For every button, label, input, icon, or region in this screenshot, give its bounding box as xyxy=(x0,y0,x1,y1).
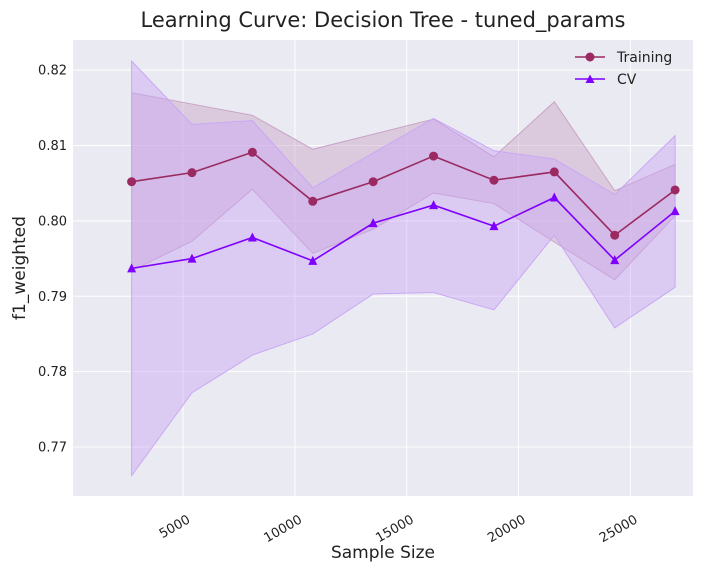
training-point xyxy=(429,151,439,161)
training-point xyxy=(670,185,680,195)
cv-point xyxy=(308,255,318,265)
cv-point xyxy=(247,232,257,242)
cv-point xyxy=(610,255,620,265)
cv-point xyxy=(549,192,559,202)
y-tick-label: 0.81 xyxy=(38,139,67,154)
y-tick-label: 0.82 xyxy=(38,64,67,79)
legend-training-marker xyxy=(585,52,595,62)
training-point xyxy=(549,167,559,177)
training-point xyxy=(610,230,620,240)
plot-area xyxy=(73,40,693,496)
training-point xyxy=(247,147,257,157)
x-tick-label: 15000 xyxy=(373,512,416,546)
chart-title: Learning Curve: Decision Tree - tuned_pa… xyxy=(140,8,625,33)
y-tick-label: 0.79 xyxy=(38,290,67,305)
x-tick-label: 10000 xyxy=(262,512,305,546)
cv-point xyxy=(368,218,378,228)
legend-training-label: Training xyxy=(616,50,672,66)
cv-point xyxy=(127,263,137,273)
training-point xyxy=(187,168,197,178)
training-series-line xyxy=(131,151,676,237)
training-point xyxy=(489,175,499,185)
series-markers xyxy=(127,147,680,273)
x-tick-label: 25000 xyxy=(597,512,640,546)
training-point xyxy=(127,177,137,187)
cv-point xyxy=(429,200,439,210)
cv-series-line xyxy=(131,196,676,270)
cv-point xyxy=(489,221,499,231)
x-tick-label: 20000 xyxy=(485,512,528,546)
legend-cv-marker xyxy=(585,74,595,83)
training-point xyxy=(368,177,378,187)
y-tick-label: 0.78 xyxy=(38,365,67,380)
legend-cv-label: CV xyxy=(617,72,637,88)
legend-item-training: Training xyxy=(575,50,672,66)
x-axis-label: Sample Size xyxy=(331,543,435,563)
legend: Training CV xyxy=(575,50,672,88)
y-tick-label: 0.77 xyxy=(38,441,67,456)
legend-item-cv: CV xyxy=(575,72,637,88)
x-tick-label: 5000 xyxy=(157,512,193,542)
series-lines xyxy=(131,151,676,270)
grid-lines xyxy=(73,40,693,496)
cv-point xyxy=(187,253,197,263)
y-axis-label: f1_weighted xyxy=(10,216,30,320)
y-tick-label: 0.80 xyxy=(38,214,67,229)
tick-labels: 0.77 0.78 0.79 0.80 0.81 0.82 5000 10000 15000 20… xyxy=(38,64,640,546)
training-point xyxy=(308,196,318,206)
cv-point xyxy=(670,206,680,216)
